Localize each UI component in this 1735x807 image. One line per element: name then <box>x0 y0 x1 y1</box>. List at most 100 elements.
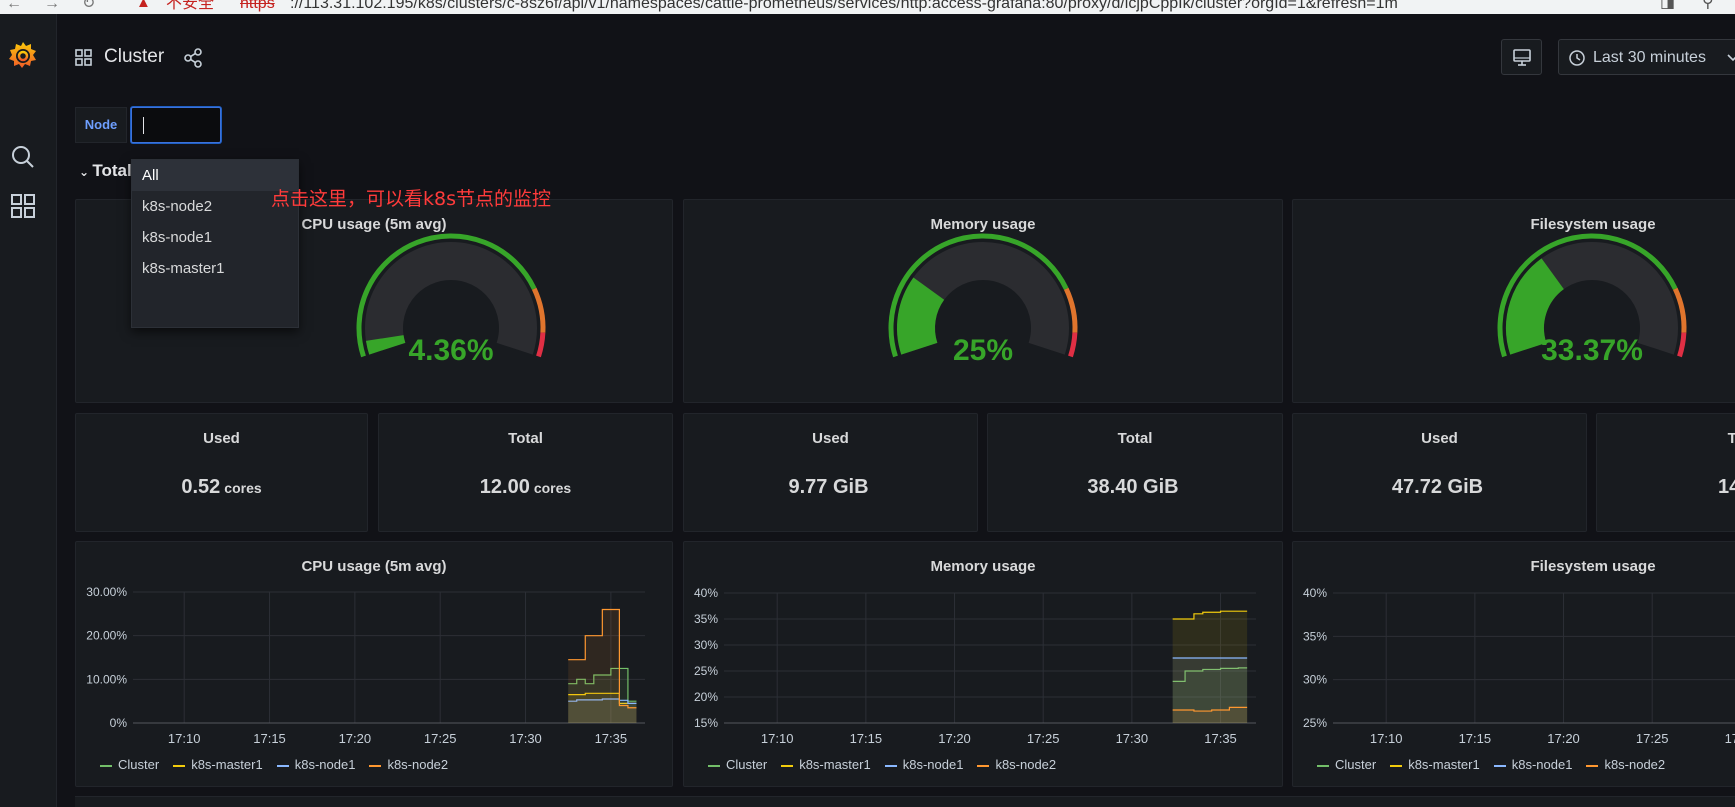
legend-label: Cluster <box>1335 757 1377 772</box>
legend-item[interactable]: k8s-node2 <box>369 757 448 772</box>
gauge-value-text: 33.37% <box>1541 334 1643 367</box>
legend-item[interactable]: Cluster <box>708 757 767 772</box>
gauge-threshold-orange <box>1063 287 1078 333</box>
node-variable-input[interactable] <box>131 107 221 143</box>
y-tick-label: 0% <box>110 716 128 730</box>
monitor-icon <box>1513 49 1531 66</box>
dashboard-grid-icon <box>75 49 92 66</box>
x-tick-label: 17:15 <box>850 731 883 746</box>
row-title-label: Total <box>92 161 132 180</box>
y-tick-label: 20.00% <box>86 629 127 643</box>
legend-item[interactable]: k8s-master1 <box>781 757 871 772</box>
legend-item[interactable]: k8s-node1 <box>884 757 964 772</box>
gauge-threshold-orange <box>1672 287 1687 333</box>
clock-icon <box>1569 50 1585 66</box>
legend-swatch <box>1390 764 1403 767</box>
back-arrow-icon[interactable]: ← <box>6 0 22 12</box>
legend-swatch <box>977 764 990 767</box>
reload-icon[interactable]: ↻ <box>82 0 96 12</box>
chart-legend: Cluster k8s-master1 k8s-node1 k8s-node2 <box>708 757 1070 772</box>
legend-swatch <box>1586 764 1599 767</box>
legend-swatch <box>708 764 720 767</box>
dashboards-icon[interactable] <box>10 193 36 219</box>
series-area <box>1172 611 1248 723</box>
y-tick-label: 25% <box>1303 716 1327 730</box>
stat-value: 47.72 GiB <box>1391 476 1484 498</box>
cpu-gauge: 4.36% <box>356 233 546 367</box>
translate-icon[interactable]: ◨ <box>1660 0 1676 11</box>
memory-total-stat: Total 38.40 GiB <box>987 413 1283 532</box>
url-text[interactable]: ://113.31.102.195/k8s/clusters/c-8sz6f/a… <box>290 0 1398 12</box>
stat-title: Total <box>1117 430 1153 447</box>
memory-gauge-panel: Memory usage 25% <box>683 199 1283 403</box>
legend-swatch <box>173 764 186 767</box>
panel-title: CPU usage (5m avg) <box>301 558 447 575</box>
cpu-gauge-panel: CPU usage (5m avg) 4.36% <box>75 199 673 403</box>
tv-mode-button[interactable] <box>1501 39 1542 75</box>
memory-timeseries-chart: 15% 20% 25% 30% 35% 40% 17:10 17:15 17:20 17:25 17… <box>694 586 1256 746</box>
x-tick-label: 17:10 <box>761 731 794 746</box>
time-range-picker[interactable]: Last 30 minutes <box>1558 39 1735 75</box>
row-title-total[interactable]: ⌄ Total <box>79 161 132 181</box>
cpu-total-stat: Total 12.00 cores <box>378 413 673 532</box>
x-tick-label: 17:35 <box>595 731 628 746</box>
legend-item[interactable]: k8s-master1 <box>1390 757 1480 772</box>
dropdown-option[interactable]: All <box>132 160 298 191</box>
y-tick-label: 35% <box>694 612 718 626</box>
series-line-Cluster <box>568 667 637 702</box>
grafana-logo-icon[interactable] <box>6 39 40 73</box>
filesystem-used-stat: Used 47.72 GiB <box>1292 413 1587 532</box>
x-tick-label: 17:35 <box>1204 731 1237 746</box>
chart-legend: Cluster k8s-master1 k8s-node1 k8s-node2 <box>100 757 462 772</box>
legend-swatch <box>369 764 382 767</box>
legend-label: k8s-node2 <box>1604 757 1666 772</box>
series-line-Cluster <box>1172 667 1248 682</box>
legend-swatch <box>1493 764 1506 767</box>
x-tick-label: 17:25 <box>424 731 457 746</box>
share-icon[interactable] <box>183 48 203 68</box>
stat-title: Total <box>1727 430 1735 447</box>
node-variable-label: Node <box>75 107 127 143</box>
page-title[interactable]: Cluster <box>104 46 165 67</box>
x-tick-label: 17:20 <box>1547 731 1580 746</box>
legend-label: k8s-node1 <box>902 757 964 772</box>
panel-title: CPU usage (5m avg) <box>301 216 447 233</box>
legend-label: Cluster <box>118 757 160 772</box>
legend-item[interactable]: k8s-node2 <box>977 757 1056 772</box>
dropdown-option[interactable]: k8s-node1 <box>142 229 213 246</box>
x-tick-label: 17:25 <box>1027 731 1060 746</box>
stat-title: Used <box>812 430 849 447</box>
forward-arrow-icon[interactable]: → <box>44 0 60 12</box>
memory-used-stat: Used 9.77 GiB <box>683 413 978 532</box>
legend-item[interactable]: k8s-node2 <box>1586 757 1665 772</box>
x-tick-label: 17:10 <box>1370 731 1403 746</box>
filesystem-timeseries-panel: Filesystem usage 25% 30% 35% 40% 17:10 17:15 1… <box>1292 541 1735 787</box>
panel-title: Memory usage <box>930 558 1036 575</box>
legend-swatch <box>100 764 112 767</box>
y-tick-label: 25% <box>694 664 718 678</box>
series-area <box>1172 667 1248 723</box>
sidebar <box>0 14 57 807</box>
chevron-down-icon: ⌄ <box>79 165 93 179</box>
node-options-dropdown[interactable]: All k8s-node2 k8s-node1 k8s-master1 <box>131 159 299 328</box>
zoom-icon[interactable]: ⚲ <box>1702 0 1714 11</box>
dropdown-option[interactable]: k8s-master1 <box>142 260 225 277</box>
stat-value: 143.0 <box>1717 476 1735 498</box>
legend-label: k8s-node2 <box>387 757 449 772</box>
x-tick-label: 17:30 <box>1725 731 1735 746</box>
gauge-value-text: 25% <box>953 334 1013 367</box>
dropdown-option[interactable]: k8s-node2 <box>142 198 213 215</box>
url-protocol: https <box>240 0 275 12</box>
stat-title: Total <box>508 430 543 447</box>
stat-value: 38.40 GiB <box>1087 476 1179 498</box>
legend-item[interactable]: k8s-node1 <box>276 757 355 772</box>
gauge-value-arc <box>897 277 945 355</box>
search-icon[interactable] <box>10 144 36 170</box>
browser-url-bar[interactable]: ← → ↻ ▲ 不安全 https ://113.31.102.195/k8s/… <box>0 0 1735 14</box>
gauge-value-arc <box>1506 258 1565 355</box>
legend-item[interactable]: k8s-node1 <box>1493 757 1572 772</box>
legend-item[interactable]: Cluster <box>100 757 159 772</box>
legend-item[interactable]: k8s-master1 <box>173 757 263 772</box>
legend-item[interactable]: Cluster <box>1317 757 1376 772</box>
y-tick-label: 40% <box>1303 586 1327 600</box>
